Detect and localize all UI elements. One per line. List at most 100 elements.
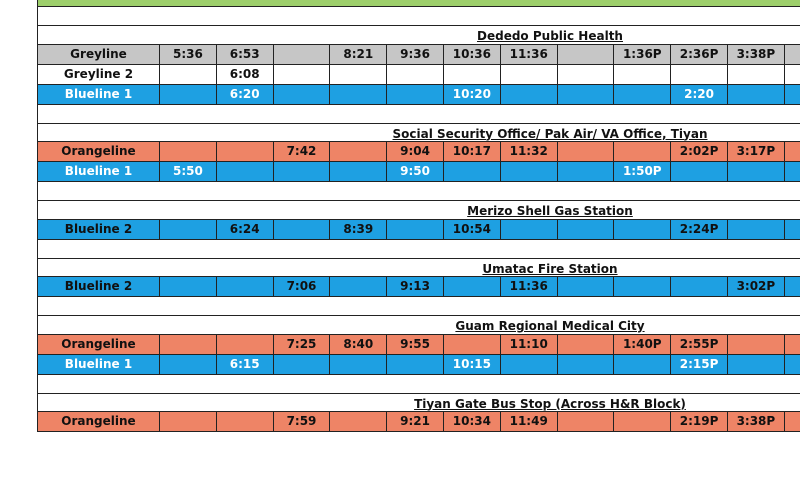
empty-cell [160,277,217,297]
empty-cell [784,162,800,182]
time-cell: 2:02P [671,142,728,162]
route-name: Greyline [37,44,160,65]
empty-cell [160,334,217,355]
empty-cell [784,84,800,105]
time-cell: 10:20 [444,84,501,105]
time-cell: 10:15 [444,354,501,375]
time-cell: 6:15 [216,354,274,375]
section-header-row [37,258,800,277]
time-cell: 4 [784,412,800,432]
route-name: Orangeline [37,412,160,432]
empty-cell [728,354,785,375]
section-title: Social Security Office/ Pak Air/ VA Offi… [392,126,708,141]
time-cell: 2:55P [671,334,728,355]
empty-cell [273,219,331,240]
empty-cell [784,354,800,375]
empty-row [37,182,800,201]
time-cell: 11:36 [500,277,558,297]
empty-cell [784,64,800,85]
route-name: Blueline 2 [37,277,160,297]
time-cell: 5:36 [160,44,217,65]
empty-cell [444,162,501,182]
empty-cell [330,162,388,182]
time-cell: 7:42 [273,142,331,162]
empty-cell [500,162,558,182]
empty-cell [557,162,615,182]
empty-cell [160,84,217,105]
empty-cell [728,84,785,105]
empty-cell [160,354,217,375]
section-title: Umatac Fire Station [482,261,618,276]
time-cell: 3:38P [728,412,785,432]
time-cell: 3:38P [728,44,785,65]
empty-cell [557,334,615,355]
time-cell: 7:59 [273,412,331,432]
time-cell: 2:24P [671,219,728,240]
time-cell: 11:49 [500,412,558,432]
empty-cell [557,84,615,105]
route-name: Blueline 1 [37,84,160,105]
section-header-row [37,201,800,220]
empty-cell [728,334,785,355]
time-cell: 1:36P [614,44,672,65]
empty-cell [387,84,444,105]
empty-cell [387,64,444,85]
time-cell: 4 [784,142,800,162]
empty-cell [444,277,501,297]
time-cell: 9:50 [387,162,444,182]
empty-row [37,104,800,124]
empty-cell [216,277,274,297]
time-cell: 9:55 [387,334,444,355]
partial-row [37,0,800,7]
empty-cell [444,64,501,85]
empty-row [37,297,800,316]
section-title: Merizo Shell Gas Station [467,204,633,218]
empty-cell [160,64,217,85]
section-header-row [37,26,800,45]
time-cell: 9:21 [387,412,444,432]
time-cell: 11:10 [500,334,558,355]
empty-cell [387,354,444,375]
empty-row [37,374,800,394]
empty-cell [728,64,785,85]
time-cell: 5:50 [160,162,217,182]
time-cell: 7:06 [273,277,331,297]
time-cell: 11:32 [500,142,558,162]
time-cell: 2:20 [671,84,728,105]
section-title: Guam Regional Medical City [455,319,645,333]
time-cell: 9:13 [387,277,444,297]
time-cell: 4 [784,219,800,240]
route-name: Greyline 2 [37,64,160,85]
empty-cell [330,64,388,85]
time-cell: 6:08 [216,64,274,85]
empty-cell [671,277,728,297]
empty-cell [557,64,615,85]
empty-cell [330,84,388,105]
empty-cell [671,162,728,182]
time-cell: 6:24 [216,219,274,240]
route-name: Orangeline [37,334,160,355]
empty-cell [500,354,558,375]
time-cell: 6:20 [216,84,274,105]
empty-cell [557,277,615,297]
empty-cell [216,412,274,432]
time-cell: 10:36 [444,44,501,65]
empty-cell [216,142,274,162]
route-name: Blueline 1 [37,162,160,182]
time-cell: 8:39 [330,219,388,240]
empty-cell [784,44,800,65]
empty-cell [557,142,615,162]
time-cell: 9:04 [387,142,444,162]
empty-cell [160,219,217,240]
time-cell: 1:40P [614,334,672,355]
empty-cell [273,162,331,182]
section-title: Tiyan Gate Bus Stop (Across H&R Block) [414,396,686,411]
empty-cell [500,84,558,105]
empty-cell [614,64,672,85]
empty-cell [160,142,217,162]
route-name: Blueline 2 [37,219,160,240]
time-cell: 10:34 [444,412,501,432]
empty-cell [330,142,388,162]
empty-cell [500,64,558,85]
